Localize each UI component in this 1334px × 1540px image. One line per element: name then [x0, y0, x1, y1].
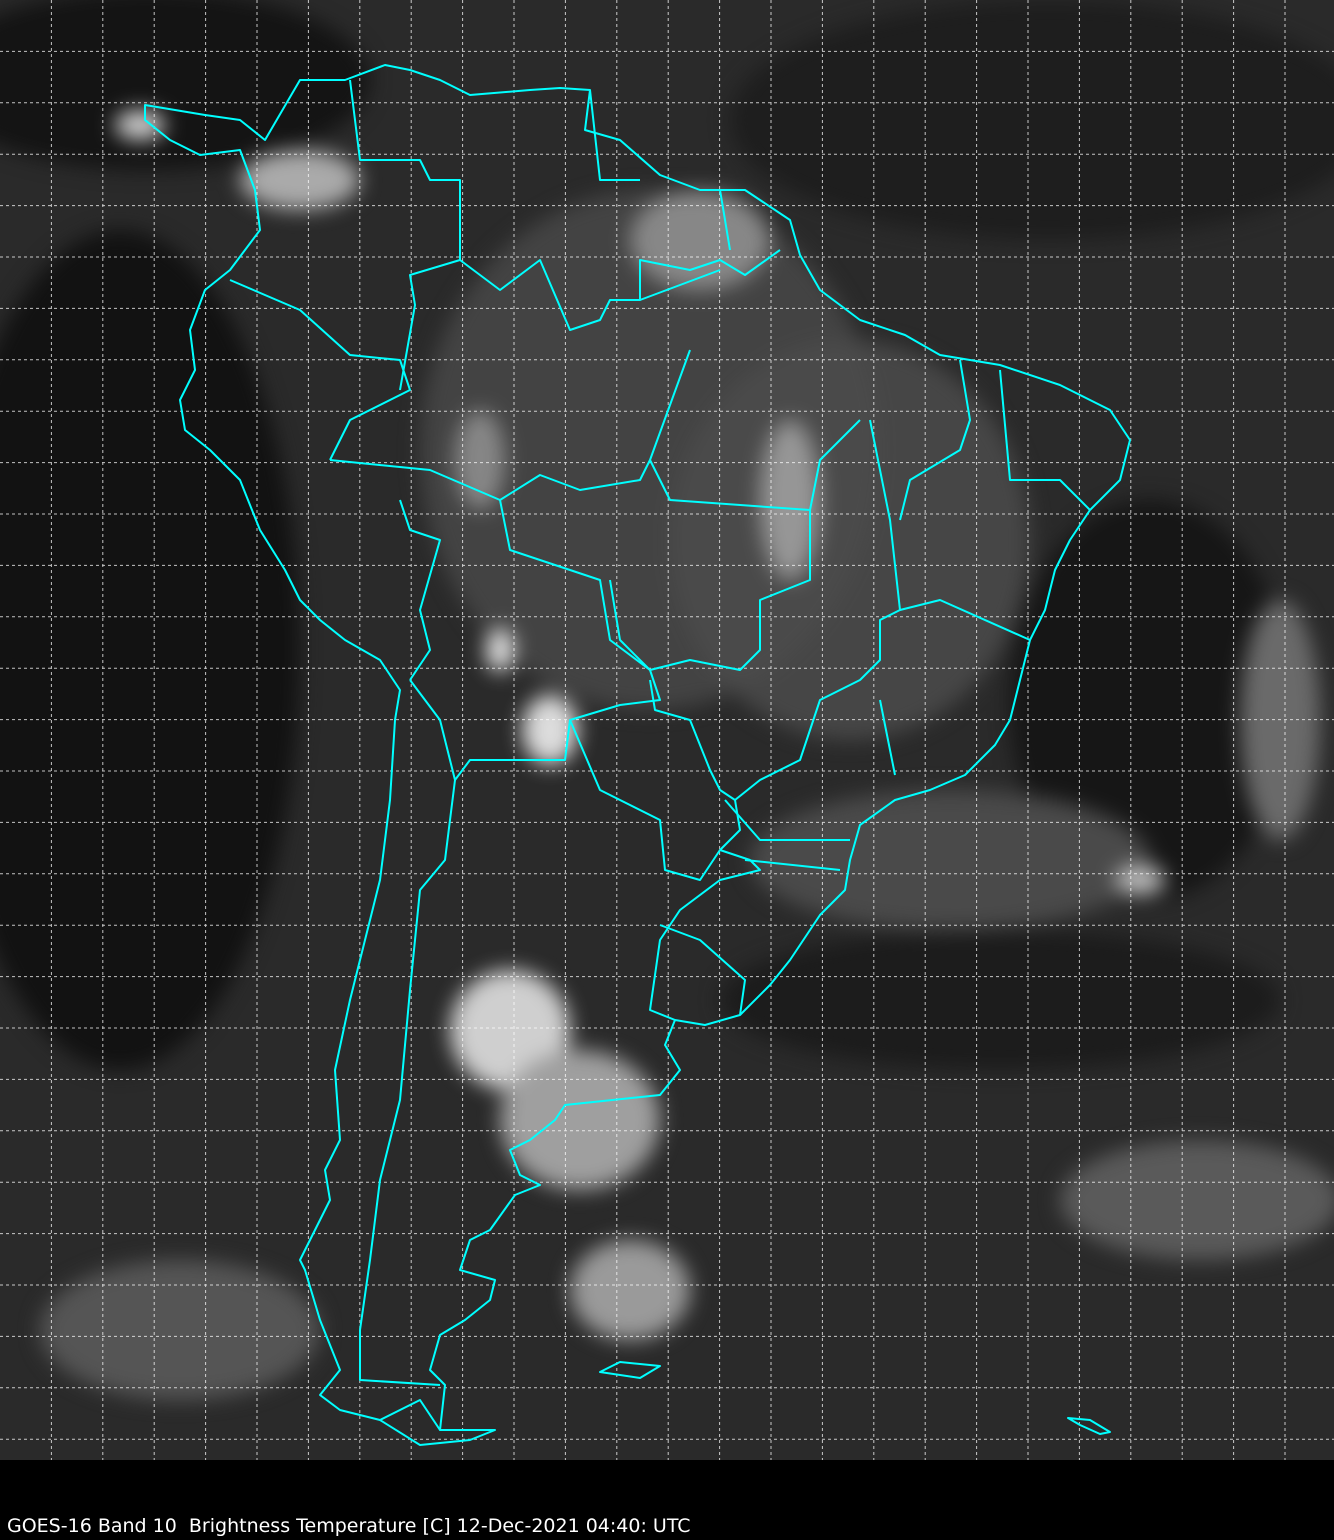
falkland-islands: [1067, 1417, 1111, 1435]
border-brazil-states-2: [734, 359, 1091, 801]
border-ecuador-peru: [229, 279, 411, 461]
border-brazil-states-3: [589, 89, 850, 871]
image-caption: GOES-16 Band 10 Brightness Temperature […: [7, 1515, 691, 1537]
cloud-field: [0, 0, 1334, 1400]
border-peru-bolivia: [399, 499, 441, 681]
border-paraguay: [569, 679, 741, 881]
lat-lon-grid: [0, 0, 1334, 1460]
border-colombia-venezuela: [349, 79, 461, 391]
tierra-del-fuego: [379, 1361, 661, 1431]
border-brazil-states-1: [609, 349, 811, 671]
border-bolivia-brazil: [454, 499, 661, 781]
country-borders: [144, 64, 1131, 1446]
satellite-map: [0, 0, 1334, 1460]
continent-coastline: [144, 64, 1131, 1446]
border-venezuela-guyana: [459, 249, 781, 331]
border-peru-brazil: [329, 459, 651, 501]
border-chile-argentina: [359, 679, 456, 1386]
